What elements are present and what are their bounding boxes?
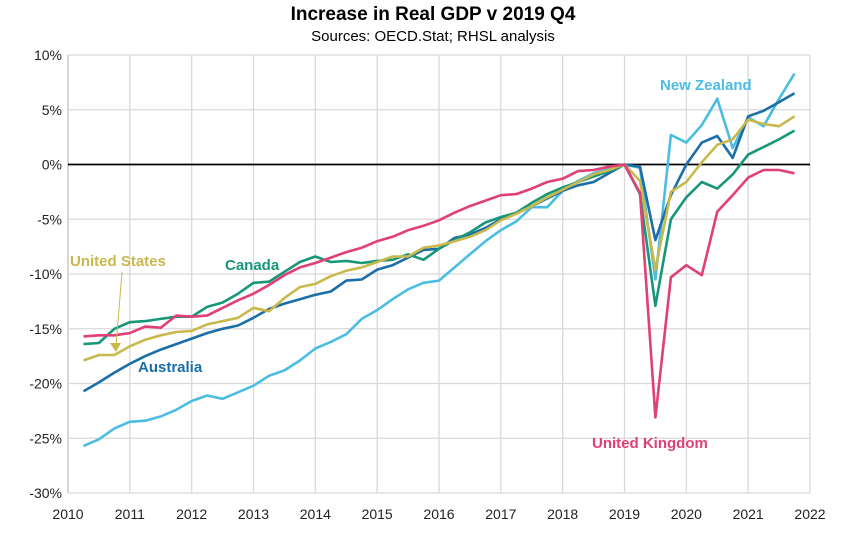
x-tick-label: 2022 <box>794 506 825 522</box>
x-tick-label: 2014 <box>300 506 331 522</box>
x-tick-label: 2011 <box>115 506 145 522</box>
united-states-arrow <box>115 271 123 347</box>
y-tick-label: 10% <box>34 47 62 63</box>
y-tick-label: -20% <box>29 376 62 392</box>
label-new-zealand: New Zealand <box>660 77 752 94</box>
series-line-new-zealand <box>82 72 796 448</box>
x-tick-label: 2015 <box>362 506 393 522</box>
y-tick-label: -30% <box>29 485 62 501</box>
y-tick-label: -25% <box>29 430 62 446</box>
x-tick-label: 2018 <box>547 506 578 522</box>
chart-title: Increase in Real GDP v 2019 Q4 <box>290 4 576 25</box>
x-tick-label: 2020 <box>671 506 702 522</box>
x-tick-label: 2016 <box>423 506 454 522</box>
united-states-arrowhead <box>110 343 121 352</box>
y-tick-label: -15% <box>29 321 62 337</box>
label-australia: Australia <box>138 359 203 376</box>
chart-subtitle: Sources: OECD.Stat; RHSL analysis <box>311 28 555 45</box>
x-tick-label: 2019 <box>609 506 640 522</box>
y-tick-label: -5% <box>37 211 62 227</box>
x-tick-label: 2017 <box>485 506 516 522</box>
x-tick-label: 2013 <box>238 506 269 522</box>
label-united-states: United States <box>70 253 166 270</box>
y-tick-label: 0% <box>42 157 62 173</box>
series-line-united-states <box>83 115 796 362</box>
x-tick-label: 2021 <box>733 506 764 522</box>
series-line-united-kingdom <box>83 163 795 419</box>
y-tick-label: 5% <box>42 102 62 118</box>
x-tick-label: 2010 <box>52 506 83 522</box>
x-tick-label: 2012 <box>176 506 207 522</box>
label-united-kingdom: United Kingdom <box>592 435 708 452</box>
label-canada: Canada <box>225 257 280 274</box>
y-tick-label: -10% <box>29 266 62 282</box>
series-line-canada <box>83 129 796 346</box>
